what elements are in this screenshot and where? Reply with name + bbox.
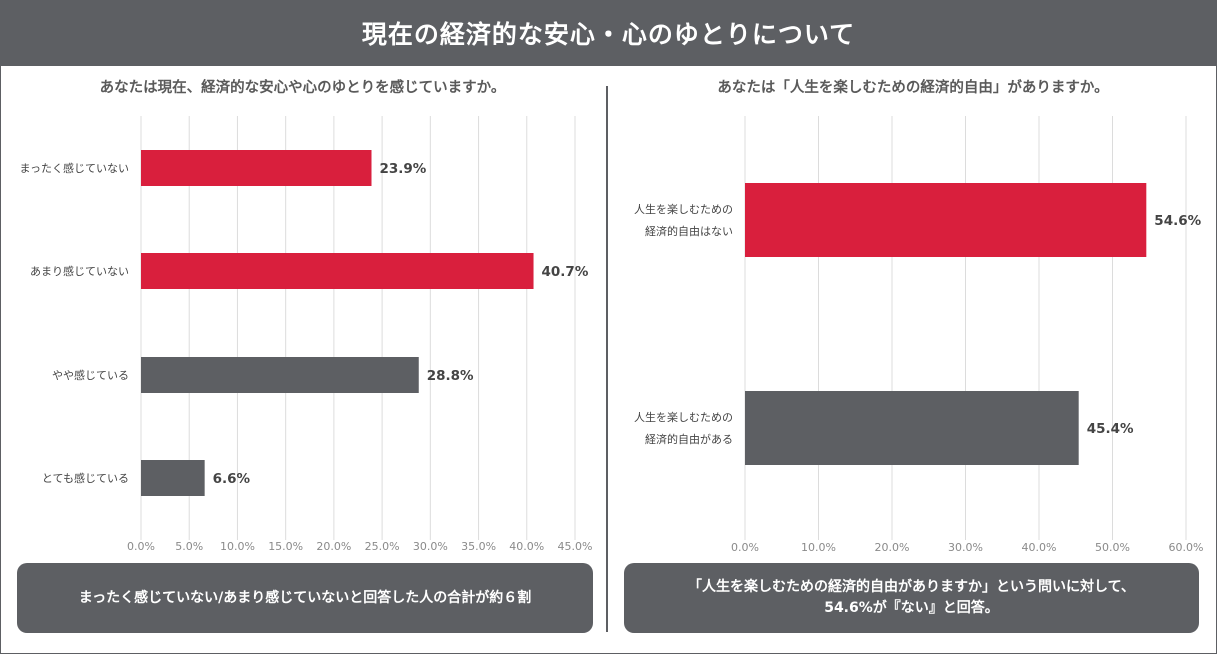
x-tick-label: 0.0% bbox=[127, 540, 155, 553]
x-tick-label: 25.0% bbox=[365, 540, 400, 553]
bar-0 bbox=[141, 150, 372, 186]
x-tick-label: 40.0% bbox=[1022, 541, 1057, 554]
x-tick-label: 40.0% bbox=[509, 540, 544, 553]
page-title-text: 現在の経済的な安心・心のゆとりについて bbox=[361, 20, 856, 49]
x-tick-label: 45.0% bbox=[558, 540, 593, 553]
x-tick-label: 10.0% bbox=[801, 541, 836, 554]
x-tick-label: 30.0% bbox=[948, 541, 983, 554]
category-label: 経済的自由がある bbox=[645, 432, 733, 446]
bar-chart-left: 0.0% 5.0% 10.0% 15.0% 20.0% 25.0% 30.0% 35.0% 40… bbox=[19, 116, 593, 553]
category-label: まったく感じていない bbox=[19, 162, 129, 175]
x-tick-label: 15.0% bbox=[268, 540, 303, 553]
chart-title-right: あなたは「人生を楽しむための経済的自由」がありますか。 bbox=[717, 80, 1109, 96]
bar-2 bbox=[141, 357, 419, 393]
chart-panel-right: あなたは「人生を楽しむための経済的自由」がありますか。 0.0% 10.0% 20.… bbox=[609, 66, 1217, 654]
bar-3 bbox=[141, 460, 205, 496]
x-tick-label: 0.0% bbox=[731, 541, 759, 554]
data-label: 54.6% bbox=[1154, 213, 1201, 229]
x-tick-label: 20.0% bbox=[316, 540, 351, 553]
callout-right-line-2: 54.6%が『ない』と回答。 bbox=[824, 600, 999, 616]
x-tick-label: 35.0% bbox=[461, 540, 496, 553]
x-tick-label: 50.0% bbox=[1095, 541, 1130, 554]
x-tick-label: 10.0% bbox=[220, 540, 255, 553]
category-label: 経済的自由はない bbox=[645, 224, 733, 238]
category-label: 人生を楽しむための bbox=[634, 202, 733, 216]
data-label: 23.9% bbox=[380, 161, 427, 177]
category-label: やや感じている bbox=[52, 369, 129, 382]
bar-0 bbox=[745, 183, 1147, 257]
bar-chart-right: 0.0% 10.0% 20.0% 30.0% 40.0% 50.0% 60.0% 54.6% 人… bbox=[634, 116, 1204, 554]
callout-left-line-1: まったく感じていない/あまり感じていないと回答した人の合計が約６割 bbox=[78, 589, 532, 606]
callout-right-line-1: 「人生を楽しむための経済的自由がありますか」という問いに対して、 bbox=[688, 579, 1135, 595]
summary-callout-left: まったく感じていない/あまり感じていないと回答した人の合計が約６割 bbox=[17, 563, 593, 633]
data-label: 6.6% bbox=[213, 471, 251, 487]
bar-1 bbox=[141, 253, 534, 289]
category-label: 人生を楽しむための bbox=[634, 410, 733, 424]
data-label: 40.7% bbox=[542, 264, 589, 280]
data-label: 28.8% bbox=[427, 368, 474, 384]
category-label: とても感じている bbox=[42, 472, 129, 485]
x-tick-label: 30.0% bbox=[413, 540, 448, 553]
chart-title-left: あなたは現在、経済的な安心や心のゆとりを感じていますか。 bbox=[99, 80, 506, 96]
summary-callout-right: 「人生を楽しむための経済的自由がありますか」という問いに対して、 54.6%が『… bbox=[624, 563, 1199, 633]
data-label: 45.4% bbox=[1087, 421, 1134, 437]
x-tick-label: 60.0% bbox=[1169, 541, 1204, 554]
category-label: あまり感じていない bbox=[30, 265, 129, 278]
chart-panel-left: あなたは現在、経済的な安心や心のゆとりを感じていますか。 0.0% 5.0% 10.… bbox=[0, 66, 605, 654]
bar-1 bbox=[745, 391, 1079, 465]
page-title: 現在の経済的な安心・心のゆとりについて bbox=[0, 0, 1217, 66]
x-tick-label: 20.0% bbox=[875, 541, 910, 554]
x-tick-label: 5.0% bbox=[175, 540, 203, 553]
panel-divider bbox=[606, 86, 608, 632]
